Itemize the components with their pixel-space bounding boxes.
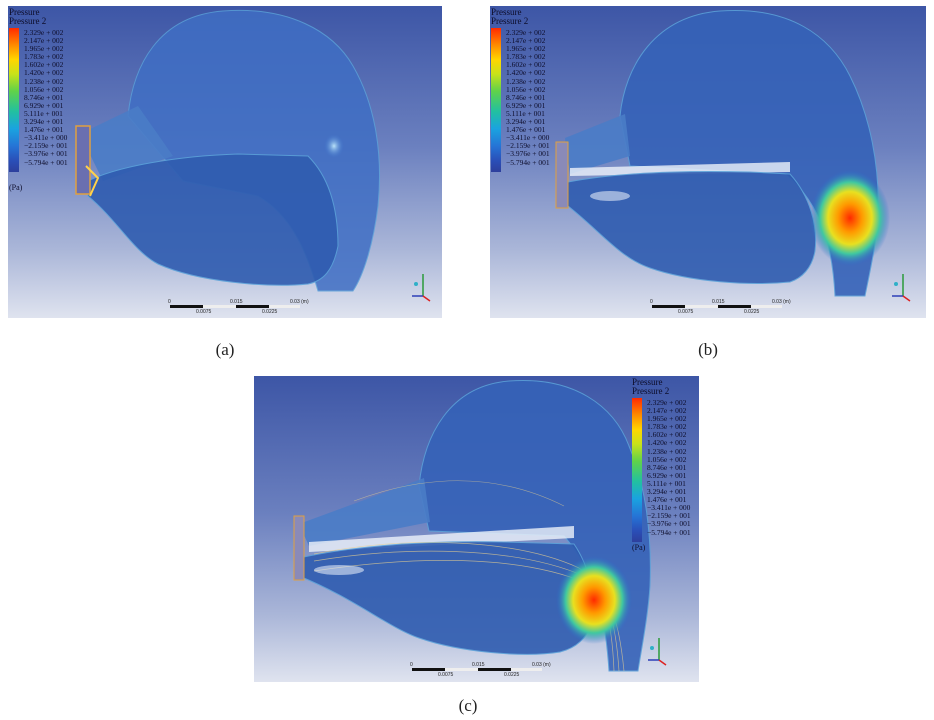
legend-value: 1.783e + 002 xyxy=(24,52,64,62)
legend-value: 8.746e + 001 xyxy=(647,462,687,472)
legend-value: 1.056e + 002 xyxy=(24,84,64,94)
panel-a: Pressure Pressure 2 2.329e + 002 2.147e … xyxy=(8,6,442,318)
legend-value: 1.602e + 002 xyxy=(647,430,687,440)
legend-variable: Pressure 2 xyxy=(491,16,529,26)
cfd-geometry-b xyxy=(555,9,890,297)
color-legend-b: Pressure Pressure 2 2.329e + 002 2.147e … xyxy=(491,7,550,172)
cfd-geometry-a xyxy=(75,9,380,292)
axis-triad-icon xyxy=(648,638,667,666)
legend-value: 8.746e + 001 xyxy=(506,92,546,102)
color-bar xyxy=(632,398,642,542)
scale-label: 0 xyxy=(650,299,653,305)
legend-value: 8.746e + 001 xyxy=(24,92,64,102)
legend-title: Pressure xyxy=(9,7,40,17)
legend-value: 2.147e + 002 xyxy=(647,406,687,416)
legend-value: 6.929e + 001 xyxy=(506,100,546,110)
axis-triad-icon xyxy=(892,274,911,302)
legend-unit: (Pa) xyxy=(9,183,23,192)
legend-value: −5.794e + 001 xyxy=(647,527,691,537)
legend-value: −2.159e + 001 xyxy=(506,141,550,151)
legend-value: 2.329e + 002 xyxy=(24,28,64,37)
color-legend-c: Pressure Pressure 2 2.329e + 002 2.147e … xyxy=(632,377,691,552)
scale-bar-c: 0 0.015 0.03 (m) 0.0075 0.0225 xyxy=(410,662,551,678)
legend-value: 1.965e + 002 xyxy=(506,44,546,54)
legend-value: 1.965e + 002 xyxy=(24,44,64,54)
legend-value: 5.111e + 001 xyxy=(506,108,545,118)
panel-c: Pressure Pressure 2 2.329e + 002 2.147e … xyxy=(254,376,699,682)
legend-value: 1.602e + 002 xyxy=(506,60,546,70)
color-bar xyxy=(491,28,501,172)
legend-value: 3.294e + 001 xyxy=(647,487,687,497)
scale-bar-a: 0 0.015 0.03 (m) 0.0075 0.0225 xyxy=(168,299,309,315)
scale-label: 0.0225 xyxy=(262,309,278,315)
color-legend-a: Pressure Pressure 2 2.329e + 002 2.147e … xyxy=(9,7,68,192)
legend-value: 1.420e + 002 xyxy=(24,68,64,78)
legend-value: 2.329e + 002 xyxy=(506,28,546,37)
panel-b: Pressure Pressure 2 2.329e + 002 2.147e … xyxy=(490,6,926,318)
legend-variable: Pressure 2 xyxy=(9,16,47,26)
legend-value: 1.420e + 002 xyxy=(506,68,546,78)
legend-value: −3.976e + 001 xyxy=(647,519,691,529)
caption-a: (a) xyxy=(215,340,235,359)
scale-label: 0.03 (m) xyxy=(772,299,791,305)
legend-variable: Pressure 2 xyxy=(632,386,670,396)
scale-bar-b: 0 0.015 0.03 (m) 0.0075 0.0225 xyxy=(650,299,791,315)
scale-label: 0.0075 xyxy=(196,309,212,315)
legend-value: 1.238e + 002 xyxy=(647,446,687,456)
legend-value: 1.238e + 002 xyxy=(24,76,64,86)
legend-value: −3.411e + 000 xyxy=(24,133,68,143)
scale-label: 0 xyxy=(168,299,171,305)
color-bar xyxy=(9,28,19,172)
scale-label: 0.015 xyxy=(472,662,485,668)
legend-value: 1.476e + 001 xyxy=(647,495,687,505)
legend-value: −3.976e + 001 xyxy=(506,149,550,159)
legend-value: 1.420e + 002 xyxy=(647,438,687,448)
legend-value: 1.965e + 002 xyxy=(647,414,687,424)
scale-label: 0.0225 xyxy=(744,309,760,315)
legend-value: −2.159e + 001 xyxy=(647,511,691,521)
caption-c: (c) xyxy=(458,696,478,715)
legend-value: 1.056e + 002 xyxy=(647,454,687,464)
scale-label: 0.03 (m) xyxy=(290,299,309,305)
scale-label: 0.015 xyxy=(230,299,243,305)
legend-value: −3.976e + 001 xyxy=(24,149,68,159)
legend-value: −5.794e + 001 xyxy=(24,157,68,167)
legend-title: Pressure xyxy=(632,377,663,387)
scale-label: 0.0075 xyxy=(678,309,694,315)
legend-value: 1.238e + 002 xyxy=(506,76,546,86)
axis-triad-icon xyxy=(412,274,431,302)
legend-value: −3.411e + 000 xyxy=(647,503,691,513)
legend-unit: (Pa) xyxy=(632,543,646,552)
legend-value: 1.602e + 002 xyxy=(24,60,64,70)
legend-value: −3.411e + 000 xyxy=(506,133,550,143)
legend-value: 5.111e + 001 xyxy=(24,108,63,118)
legend-value: 2.329e + 002 xyxy=(647,398,687,407)
scale-label: 0.0225 xyxy=(504,672,520,678)
legend-value: 3.294e + 001 xyxy=(506,117,546,127)
scale-label: 0.0075 xyxy=(438,672,454,678)
legend-title: Pressure xyxy=(491,7,522,17)
cfd-geometry-c xyxy=(293,379,651,672)
legend-value: 1.783e + 002 xyxy=(506,52,546,62)
legend-value: 2.147e + 002 xyxy=(506,36,546,46)
legend-value: 6.929e + 001 xyxy=(24,100,64,110)
legend-value: −2.159e + 001 xyxy=(24,141,68,151)
legend-value: 1.476e + 001 xyxy=(506,125,546,135)
legend-value: 6.929e + 001 xyxy=(647,470,687,480)
legend-value: 2.147e + 002 xyxy=(24,36,64,46)
legend-value: 1.476e + 001 xyxy=(24,125,64,135)
scale-label: 0.03 (m) xyxy=(532,662,551,668)
scale-label: 0.015 xyxy=(712,299,725,305)
legend-value: 1.056e + 002 xyxy=(506,84,546,94)
caption-b: (b) xyxy=(698,340,718,359)
legend-value: −5.794e + 001 xyxy=(506,157,550,167)
legend-value: 3.294e + 001 xyxy=(24,117,64,127)
legend-value: 1.783e + 002 xyxy=(647,422,687,432)
legend-value: 5.111e + 001 xyxy=(647,478,686,488)
scale-label: 0 xyxy=(410,662,413,668)
